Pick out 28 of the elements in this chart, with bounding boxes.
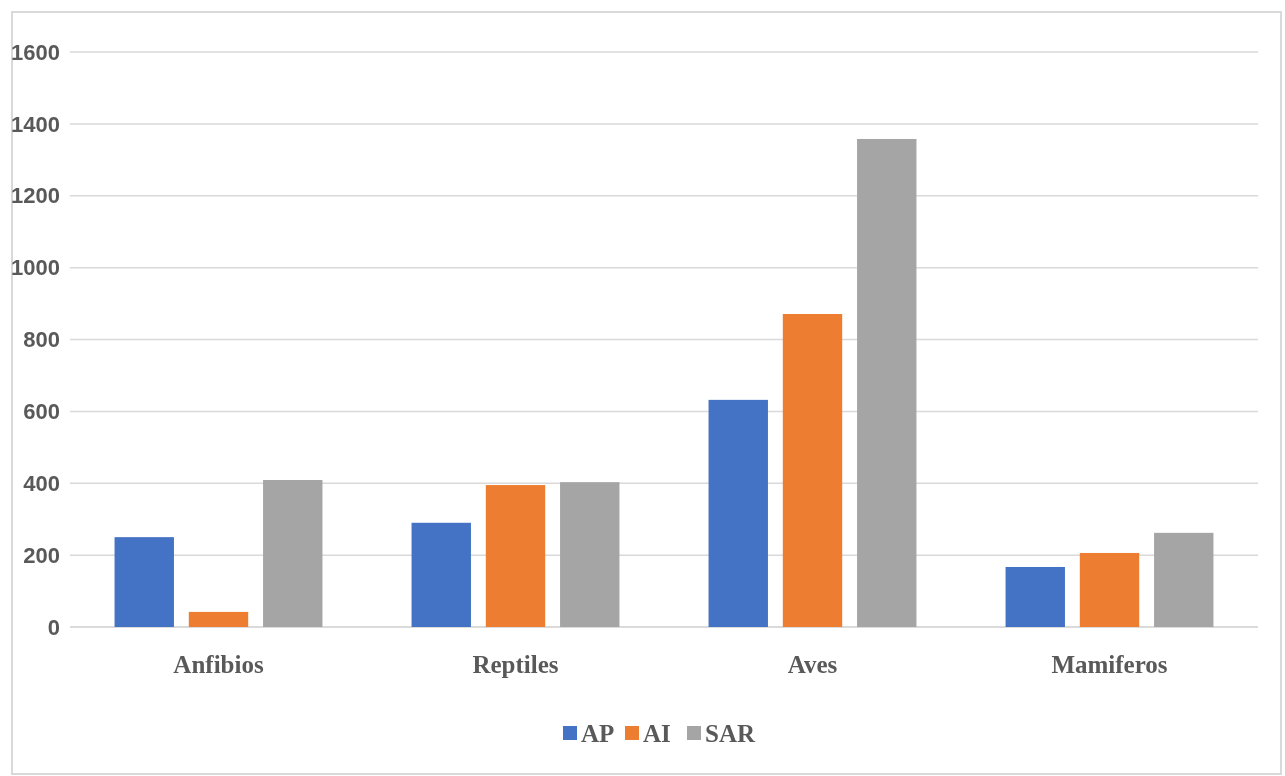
bar — [1154, 532, 1214, 627]
x-tick-label: Reptiles — [472, 651, 559, 678]
legend-label: AP — [581, 719, 615, 747]
y-tick-label: 1600 — [11, 39, 60, 65]
x-tick-label: Anfibios — [173, 651, 264, 678]
y-tick-label: 1000 — [11, 255, 60, 281]
y-tick-label: 1400 — [11, 111, 60, 137]
legend-label: AI — [643, 719, 671, 747]
bar — [857, 138, 917, 627]
y-tick-label: 200 — [23, 542, 60, 568]
y-tick-label: 1200 — [11, 183, 60, 209]
bar — [263, 480, 323, 627]
y-tick-label: 400 — [23, 470, 60, 496]
bar — [1005, 566, 1065, 627]
y-tick-label: 600 — [23, 399, 60, 425]
bar — [188, 611, 249, 627]
bar — [782, 313, 843, 627]
bar — [708, 399, 768, 627]
x-tick-label: Mamiferos — [1051, 651, 1168, 678]
bar — [485, 485, 546, 627]
y-tick-label: 0 — [47, 614, 60, 640]
legend-label: SAR — [705, 719, 756, 747]
bar — [114, 537, 174, 627]
y-tick-label: 800 — [23, 327, 60, 353]
bar — [560, 482, 620, 627]
bar — [1079, 552, 1140, 627]
bar — [411, 522, 471, 627]
x-tick-label: Aves — [787, 651, 838, 678]
